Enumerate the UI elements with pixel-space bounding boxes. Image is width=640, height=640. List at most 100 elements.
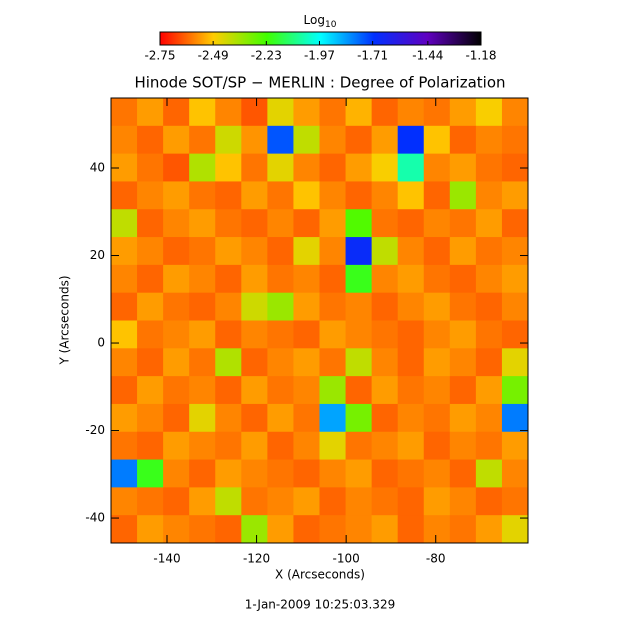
heatmap-cell (267, 292, 294, 321)
heatmap-cell (111, 403, 138, 433)
heatmap-cell (345, 264, 373, 294)
heatmap-cell (241, 181, 268, 210)
heatmap-cell (267, 237, 294, 266)
heatmap-cell (293, 431, 320, 461)
heatmap-cell (371, 209, 399, 238)
heatmap-cell (423, 125, 451, 155)
heatmap-cell (163, 459, 190, 488)
heatmap-cell (111, 431, 138, 461)
heatmap-cell (241, 292, 268, 321)
heatmap-cell (163, 320, 190, 349)
heatmap-cell (371, 459, 399, 488)
heatmap-cell (371, 264, 399, 294)
heatmap-cell (501, 431, 529, 461)
x-axis-label: X (Arcseconds) (275, 568, 365, 582)
heatmap-cell (501, 320, 529, 349)
heatmap-cell (449, 459, 477, 488)
heatmap-cell (423, 348, 451, 377)
heatmap-cell (267, 487, 294, 516)
heatmap-cell (189, 348, 216, 377)
heatmap-cell (137, 153, 164, 182)
heatmap-cell (111, 264, 138, 294)
heatmap-cell (319, 348, 347, 377)
heatmap-cell (111, 320, 138, 349)
heatmap-cell (267, 459, 294, 488)
heatmap-cell (345, 320, 373, 349)
heatmap-cell (475, 320, 503, 349)
heatmap-cell (319, 431, 347, 461)
heatmap-cell (501, 515, 529, 544)
heatmap-cell (345, 237, 373, 266)
heatmap-cell (423, 181, 451, 210)
heatmap-cell (371, 125, 399, 155)
heatmap-cell (137, 320, 164, 349)
heatmap-cell (449, 431, 477, 461)
heatmap-cell (475, 125, 503, 155)
heatmap-cell (397, 209, 425, 238)
heatmap-cell (215, 181, 242, 210)
y-tick-label: 40 (90, 161, 105, 175)
heatmap-cell (501, 376, 529, 405)
heatmap-cell (267, 431, 294, 461)
heatmap-cell (345, 292, 373, 321)
colorbar-tick-label: -1.97 (304, 49, 335, 63)
heatmap-cell (397, 459, 425, 488)
heatmap-cell (189, 264, 216, 294)
heatmap-cell (397, 98, 425, 127)
x-tick-label: -120 (243, 552, 270, 566)
heatmap (111, 98, 529, 544)
heatmap-cell (475, 292, 503, 321)
heatmap-cell (267, 125, 294, 155)
heatmap-cell (397, 348, 425, 377)
heatmap-cell (111, 98, 138, 127)
heatmap-cell (189, 487, 216, 516)
heatmap-cell (371, 515, 399, 544)
heatmap-cell (449, 125, 477, 155)
heatmap-cell (345, 209, 373, 238)
heatmap-cell (163, 264, 190, 294)
y-tick-label: 0 (97, 336, 105, 350)
heatmap-cell (137, 348, 164, 377)
heatmap-cell (293, 237, 320, 266)
heatmap-cell (345, 459, 373, 488)
heatmap-cell (371, 403, 399, 433)
heatmap-cell (397, 403, 425, 433)
heatmap-cell (215, 348, 242, 377)
heatmap-cell (475, 98, 503, 127)
heatmap-cell (267, 264, 294, 294)
heatmap-cell (423, 98, 451, 127)
heatmap-cell (501, 487, 529, 516)
x-tick-label: -80 (426, 552, 446, 566)
heatmap-cell (397, 264, 425, 294)
heatmap-cell (215, 487, 242, 516)
x-tick-label: -100 (333, 552, 360, 566)
heatmap-cell (397, 237, 425, 266)
heatmap-cell (267, 403, 294, 433)
heatmap-cell (111, 376, 138, 405)
heatmap-cell (371, 153, 399, 182)
heatmap-cell (241, 376, 268, 405)
heatmap-cell (449, 237, 477, 266)
heatmap-cell (293, 459, 320, 488)
heatmap-cell (241, 487, 268, 516)
heatmap-cell (267, 181, 294, 210)
heatmap-cell (163, 181, 190, 210)
heatmap-cell (501, 237, 529, 266)
heatmap-cell (241, 264, 268, 294)
chart-title: Hinode SOT/SP − MERLIN : Degree of Polar… (134, 74, 505, 92)
heatmap-cell (397, 292, 425, 321)
heatmap-cell (163, 292, 190, 321)
heatmap-cell (449, 181, 477, 210)
heatmap-cell (137, 292, 164, 321)
heatmap-cell (189, 237, 216, 266)
heatmap-cell (345, 515, 373, 544)
heatmap-cell (189, 320, 216, 349)
heatmap-cell (189, 125, 216, 155)
heatmap-cell (319, 487, 347, 516)
heatmap-cell (475, 348, 503, 377)
heatmap-cell (137, 515, 164, 544)
heatmap-cell (475, 264, 503, 294)
heatmap-cell (215, 320, 242, 349)
heatmap-cell (449, 515, 477, 544)
plot-frame (110, 97, 529, 544)
